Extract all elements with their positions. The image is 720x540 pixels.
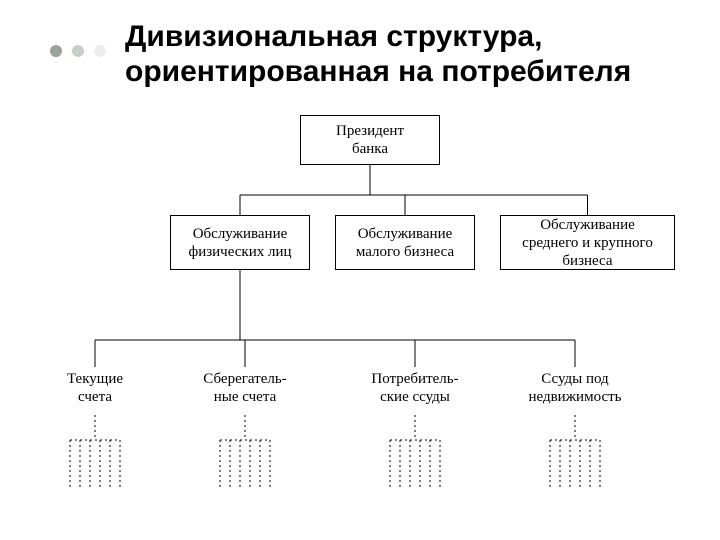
org-root-label: Президентбанка: [336, 122, 404, 158]
title-bullets: [50, 45, 106, 57]
org-level1-label: Обслуживаниефизических лиц: [188, 225, 291, 261]
slide-title: Дивизиональная структура, ориентированна…: [125, 20, 690, 89]
org-level1-node: Обслуживаниефизических лиц: [170, 215, 310, 270]
org-level2-label: Ссуды поднедвижимость: [528, 371, 621, 405]
org-level2-label: Текущиесчета: [67, 371, 123, 405]
org-level2-node: Ссуды поднедвижимость: [505, 370, 645, 406]
org-level2-label: Потребитель-ские ссуды: [371, 371, 458, 405]
bullet-3: [94, 45, 106, 57]
org-level2-node: Текущиесчета: [25, 370, 165, 406]
slide: Дивизиональная структура, ориентированна…: [0, 0, 720, 540]
org-level1-node: Обслуживаниемалого бизнеса: [335, 215, 475, 270]
org-level2-node: Потребитель-ские ссуды: [345, 370, 485, 406]
org-level1-node: Обслуживаниесреднего и крупногобизнеса: [500, 215, 675, 270]
org-root: Президентбанка: [300, 115, 440, 165]
bullet-1: [50, 45, 62, 57]
org-level1-label: Обслуживаниемалого бизнеса: [356, 225, 454, 261]
org-level1-label: Обслуживаниесреднего и крупногобизнеса: [522, 216, 653, 270]
bullet-2: [72, 45, 84, 57]
org-level2-node: Сберегатель-ные счета: [175, 370, 315, 406]
org-level2-label: Сберегатель-ные счета: [203, 371, 286, 405]
